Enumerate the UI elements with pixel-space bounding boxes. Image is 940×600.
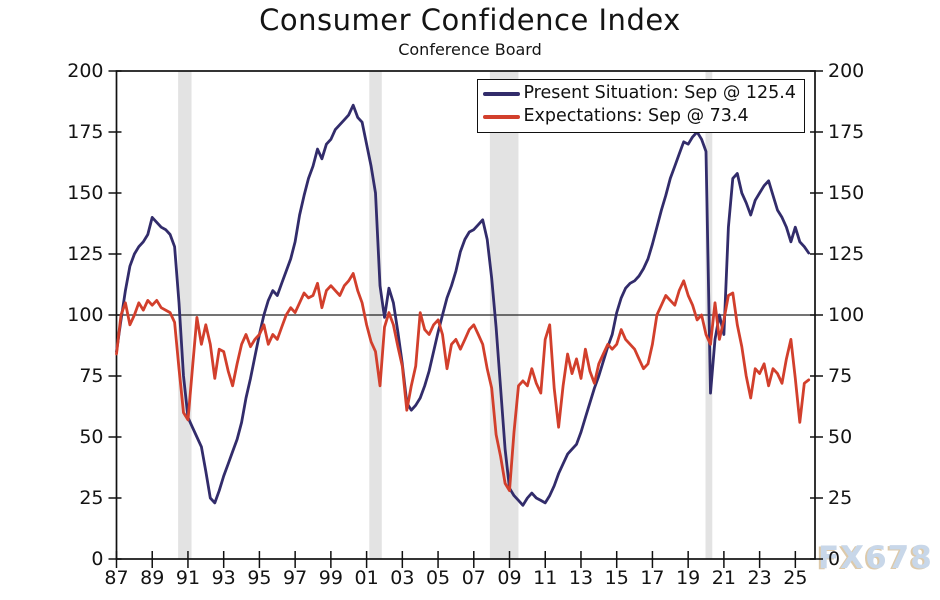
y-axis-label-right: 125 (828, 243, 864, 265)
x-axis-label: 87 (104, 567, 128, 589)
x-axis-label: 09 (497, 567, 521, 589)
x-axis-label: 97 (283, 567, 307, 589)
legend-label-present-situation: Present Situation: Sep @ 125.4 (523, 83, 796, 103)
y-axis-label-left: 150 (67, 182, 103, 204)
y-axis-label-left: 175 (67, 121, 103, 143)
y-axis-label-right: 100 (828, 304, 864, 326)
y-axis-label-right: 50 (828, 426, 852, 448)
chart-title: Consumer Confidence Index (259, 3, 681, 37)
x-axis-label: 13 (569, 567, 593, 589)
y-axis-label-left: 50 (79, 426, 103, 448)
x-axis-label: 05 (426, 567, 450, 589)
y-axis-label-right: 75 (828, 365, 852, 387)
x-axis-label: 89 (140, 567, 164, 589)
x-axis-label: 99 (319, 567, 343, 589)
y-axis-label-left: 125 (67, 243, 103, 265)
legend-item-expectations: Expectations: Sep @ 73.4 (483, 105, 796, 128)
x-axis-label: 93 (212, 567, 236, 589)
legend-swatch-present-situation-icon (483, 91, 521, 96)
chart-subtitle: Conference Board (398, 40, 542, 59)
x-axis-label: 15 (605, 567, 629, 589)
x-axis-label: 03 (390, 567, 414, 589)
legend-label-expectations: Expectations: Sep @ 73.4 (523, 106, 749, 126)
legend-swatch-expectations-icon (483, 114, 521, 119)
y-axis-label-right: 25 (828, 487, 852, 509)
x-axis-label: 21 (712, 567, 736, 589)
x-axis-label: 25 (783, 567, 807, 589)
watermark-fx678: FX678 (818, 540, 933, 576)
y-axis-label-right: 175 (828, 121, 864, 143)
series-line-present-situation (115, 103, 811, 507)
y-axis-label-left: 0 (91, 548, 103, 570)
x-axis-label: 91 (176, 567, 200, 589)
x-axis-label: 95 (247, 567, 271, 589)
series-line-expectations (115, 272, 811, 493)
x-axis-label: 07 (462, 567, 486, 589)
y-axis-label-left: 200 (67, 60, 103, 82)
x-axis-label: 01 (355, 567, 379, 589)
y-axis-label-left: 75 (79, 365, 103, 387)
x-axis-label: 23 (748, 567, 772, 589)
x-axis-label: 17 (640, 567, 664, 589)
x-axis-label: 11 (533, 567, 557, 589)
legend: Present Situation: Sep @ 125.4 Expectati… (477, 79, 805, 133)
y-axis-label-left: 25 (79, 487, 103, 509)
y-axis-label-right: 150 (828, 182, 864, 204)
y-axis-label-left: 100 (67, 304, 103, 326)
y-axis-label-right: 0 (828, 548, 840, 570)
x-axis-label: 19 (676, 567, 700, 589)
y-axis-label-right: 200 (828, 60, 864, 82)
legend-item-present-situation: Present Situation: Sep @ 125.4 (483, 82, 796, 105)
